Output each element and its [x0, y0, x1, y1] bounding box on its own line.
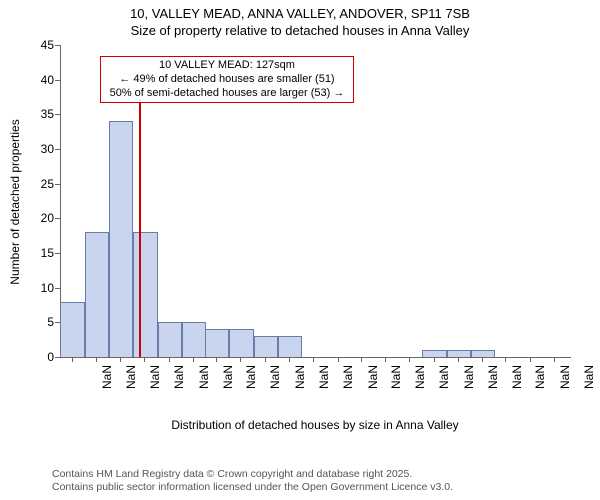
- ytick-mark: [55, 45, 60, 46]
- histogram-bar: [158, 322, 182, 357]
- xtick-label: NaN: [148, 365, 162, 389]
- chart-container: 10, VALLEY MEAD, ANNA VALLEY, ANDOVER, S…: [0, 0, 600, 500]
- xtick-mark: [265, 357, 266, 362]
- xtick-label: NaN: [293, 365, 307, 389]
- histogram-bar: [60, 302, 84, 357]
- histogram-bar: [447, 350, 471, 357]
- xtick-mark: [385, 357, 386, 362]
- xtick-label: NaN: [341, 365, 355, 389]
- histogram-bar: [229, 329, 253, 357]
- xtick-label: NaN: [486, 365, 500, 389]
- footer-line1: Contains HM Land Registry data © Crown c…: [52, 468, 453, 481]
- histogram-bar: [471, 350, 495, 357]
- ytick-mark: [55, 288, 60, 289]
- xtick-label: NaN: [558, 365, 572, 389]
- xtick-label: NaN: [533, 365, 547, 389]
- xtick-mark: [530, 357, 531, 362]
- xtick-label: NaN: [221, 365, 235, 389]
- xtick-mark: [289, 357, 290, 362]
- ytick-mark: [55, 253, 60, 254]
- xtick-mark: [193, 357, 194, 362]
- xtick-label: NaN: [582, 365, 596, 389]
- xtick-label: NaN: [244, 365, 258, 389]
- xtick-mark: [72, 357, 73, 362]
- annotation-line3: 50% of semi-detached houses are larger (…: [107, 87, 347, 101]
- xtick-label: NaN: [100, 365, 114, 389]
- xtick-mark: [120, 357, 121, 362]
- footer-text: Contains HM Land Registry data © Crown c…: [52, 468, 453, 494]
- xtick-label: NaN: [413, 365, 427, 389]
- xtick-label: NaN: [172, 365, 186, 389]
- xtick-label: NaN: [437, 365, 451, 389]
- xtick-label: NaN: [389, 365, 403, 389]
- ytick-mark: [55, 80, 60, 81]
- ytick-label: 0: [32, 350, 54, 364]
- histogram-bar: [254, 336, 278, 357]
- xtick-mark: [554, 357, 555, 362]
- histogram-bar: [85, 232, 109, 357]
- x-axis-label: Distribution of detached houses by size …: [60, 418, 570, 432]
- histogram-bar: [205, 329, 229, 357]
- xtick-label: NaN: [197, 365, 211, 389]
- xtick-label: NaN: [317, 365, 331, 389]
- ytick-label: 15: [32, 246, 54, 260]
- ytick-label: 40: [32, 73, 54, 87]
- footer-line2: Contains public sector information licen…: [52, 481, 453, 494]
- xtick-mark: [169, 357, 170, 362]
- xtick-mark: [409, 357, 410, 362]
- histogram-bar: [182, 322, 206, 357]
- ytick-label: 45: [32, 38, 54, 52]
- xtick-label: NaN: [366, 365, 380, 389]
- histogram-bar: [278, 336, 302, 357]
- histogram-bar: [109, 121, 133, 357]
- xtick-mark: [361, 357, 362, 362]
- xtick-mark: [144, 357, 145, 362]
- ytick-mark: [55, 357, 60, 358]
- ytick-mark: [55, 184, 60, 185]
- xtick-label: NaN: [510, 365, 524, 389]
- histogram-bar: [133, 232, 157, 357]
- marker-line: [139, 99, 141, 357]
- xtick-mark: [338, 357, 339, 362]
- xtick-label: NaN: [462, 365, 476, 389]
- xtick-mark: [96, 357, 97, 362]
- ytick-label: 5: [32, 315, 54, 329]
- ytick-mark: [55, 149, 60, 150]
- ytick-label: 30: [32, 142, 54, 156]
- annotation-line1: 10 VALLEY MEAD: 127sqm: [107, 59, 347, 73]
- y-axis-label: Number of detached properties: [8, 117, 22, 287]
- xtick-mark: [434, 357, 435, 362]
- xtick-mark: [240, 357, 241, 362]
- annotation-box: 10 VALLEY MEAD: 127sqm ← 49% of detached…: [100, 56, 354, 103]
- xtick-mark: [482, 357, 483, 362]
- ytick-label: 35: [32, 107, 54, 121]
- xtick-mark: [216, 357, 217, 362]
- histogram-bar: [422, 350, 446, 357]
- annotation-line2: ← 49% of detached houses are smaller (51…: [107, 73, 347, 87]
- xtick-mark: [458, 357, 459, 362]
- ytick-mark: [55, 322, 60, 323]
- xtick-mark: [505, 357, 506, 362]
- ytick-label: 25: [32, 177, 54, 191]
- ytick-label: 10: [32, 281, 54, 295]
- xtick-label: NaN: [268, 365, 282, 389]
- ytick-mark: [55, 218, 60, 219]
- xtick-label: NaN: [124, 365, 138, 389]
- chart-title-line1: 10, VALLEY MEAD, ANNA VALLEY, ANDOVER, S…: [0, 6, 600, 23]
- xtick-mark: [313, 357, 314, 362]
- ytick-mark: [55, 114, 60, 115]
- ytick-label: 20: [32, 211, 54, 225]
- chart-title-line2: Size of property relative to detached ho…: [0, 23, 600, 40]
